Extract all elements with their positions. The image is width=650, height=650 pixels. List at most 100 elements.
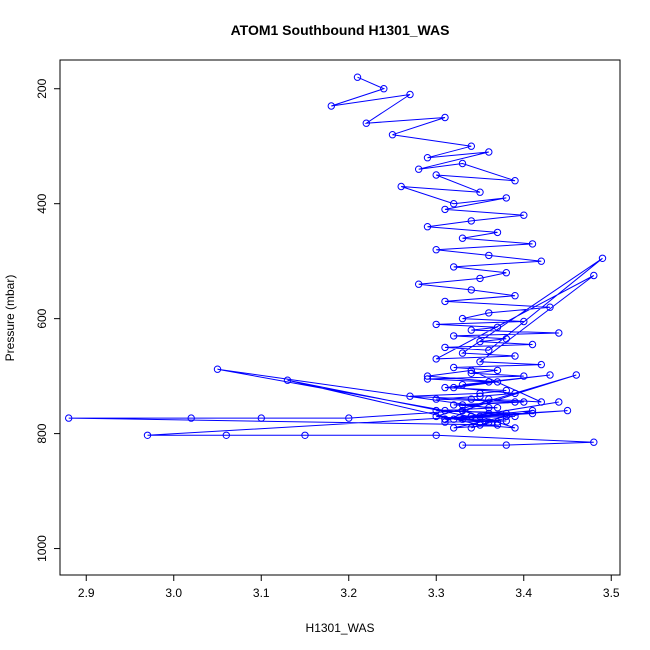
data-point — [485, 309, 493, 317]
data-point — [520, 372, 528, 380]
data-point — [511, 398, 519, 406]
data-point — [458, 349, 467, 357]
data-point — [590, 438, 598, 446]
data-point — [441, 297, 449, 306]
x-axis-label: H1301_WAS — [306, 621, 375, 635]
data-point — [476, 337, 484, 346]
data-point — [485, 418, 493, 426]
data-point — [555, 398, 563, 406]
data-point — [485, 395, 493, 403]
data-point — [528, 340, 537, 349]
data-point — [467, 424, 475, 432]
data-point — [432, 246, 440, 254]
chart-title: ATOM1 Southbound H1301_WAS — [231, 22, 450, 38]
data-point — [450, 363, 458, 372]
data-point — [485, 378, 493, 386]
data-point — [301, 431, 309, 439]
data-point — [423, 223, 432, 231]
data-point — [476, 392, 484, 400]
data-point — [511, 177, 519, 185]
data-point — [493, 378, 502, 386]
data-point — [388, 131, 397, 139]
data-point — [458, 381, 467, 389]
data-point — [467, 142, 475, 150]
data-point — [458, 441, 467, 449]
data-point — [406, 392, 414, 400]
series-line — [68, 76, 603, 446]
data-point — [450, 401, 458, 409]
data-point — [441, 406, 449, 415]
data-point — [441, 415, 449, 423]
data-point — [432, 320, 440, 329]
data-point — [493, 421, 502, 429]
data-point — [493, 404, 502, 412]
data-point — [485, 409, 493, 418]
x-tick-label: 3.0 — [165, 586, 182, 600]
data-point — [520, 317, 528, 326]
data-point — [65, 414, 73, 422]
data-point — [423, 375, 432, 383]
data-point — [528, 409, 537, 418]
y-tick-label: 600 — [35, 308, 49, 328]
data-point — [476, 389, 484, 398]
data-point — [406, 90, 414, 99]
data-point — [467, 395, 475, 403]
data-point — [397, 182, 405, 191]
y-tick-label: 400 — [35, 193, 49, 213]
data-point — [502, 409, 510, 418]
data-point — [467, 217, 475, 225]
data-point — [485, 404, 493, 412]
x-axis: 2.9 3.0 3.1 3.2 3.3 3.4 3.5 — [78, 575, 620, 600]
data-point — [502, 412, 510, 421]
data-point — [511, 424, 519, 432]
data-point — [502, 269, 510, 277]
data-point — [187, 414, 195, 422]
data-point — [476, 412, 484, 421]
plot-frame — [59, 59, 621, 576]
data-point — [441, 113, 449, 122]
data-point — [537, 257, 545, 265]
series-layer — [65, 73, 607, 449]
data-point — [502, 417, 510, 425]
data-point — [423, 154, 432, 162]
data-point — [345, 414, 353, 422]
data-point — [502, 194, 510, 202]
data-point — [537, 398, 545, 406]
data-point — [502, 441, 510, 449]
y-tick-label: 200 — [35, 78, 49, 98]
data-point — [467, 369, 475, 377]
data-point — [493, 323, 502, 331]
data-point — [450, 332, 458, 340]
x-tick-label: 2.9 — [78, 586, 95, 600]
data-point — [467, 286, 475, 294]
data-point — [450, 383, 458, 392]
data-point — [353, 73, 362, 81]
y-axis-label: Pressure (mbar) — [3, 275, 17, 362]
data-point — [458, 415, 467, 423]
data-point — [598, 254, 607, 262]
data-point — [467, 326, 475, 334]
data-point — [441, 205, 449, 214]
x-tick-label: 3.5 — [603, 586, 620, 600]
data-point — [476, 421, 484, 429]
data-point — [432, 431, 440, 439]
data-point — [502, 386, 510, 395]
data-point — [432, 395, 440, 403]
data-point — [213, 365, 222, 373]
data-point — [458, 401, 467, 409]
data-point — [485, 148, 493, 156]
data-point — [327, 102, 335, 110]
data-point — [493, 366, 502, 375]
data-point — [511, 389, 519, 398]
y-axis: 200 400 600 800 1000 — [35, 78, 60, 562]
y-tick-label: 800 — [35, 423, 49, 443]
data-point — [502, 335, 510, 343]
data-point — [485, 251, 493, 260]
x-tick-label: 3.4 — [515, 586, 532, 600]
data-point — [441, 383, 449, 392]
data-point — [476, 358, 484, 366]
data-point — [511, 292, 519, 300]
data-point — [257, 414, 265, 422]
data-point — [520, 398, 528, 406]
data-point — [520, 211, 528, 219]
